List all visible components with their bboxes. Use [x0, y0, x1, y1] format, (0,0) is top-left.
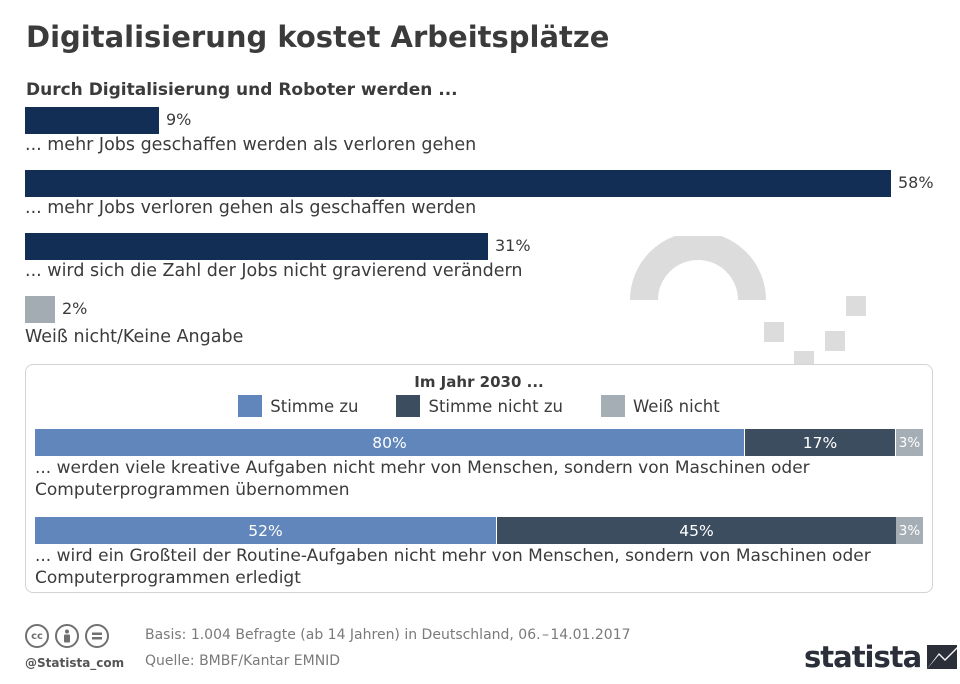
legend-item-agree: Stimme zu [238, 395, 358, 417]
bar-segment: 45% [497, 517, 897, 544]
bar-row: 9% ... mehr Jobs geschaffen werden als ve… [25, 107, 935, 167]
bar-segment: 17% [745, 429, 896, 456]
bar-category-label: ... mehr Jobs geschaffen werden als verl… [25, 135, 477, 155]
decoration-graphic [630, 236, 866, 371]
cc-license-icon: cc [25, 624, 49, 648]
bar [25, 170, 891, 197]
legend: Stimme zu Stimme nicht zu Weiß nicht [26, 395, 932, 417]
no-derivatives-icon [85, 624, 109, 648]
bar-row: 2% Weiß nicht/Keine Angabe [25, 296, 935, 356]
bar [25, 233, 488, 260]
statista-logo-text: statista [804, 640, 922, 674]
attribution-icon [55, 624, 79, 648]
chart-subtitle: Durch Digitalisierung und Roboter werden… [26, 80, 458, 100]
chart-title: Digitalisierung kostet Arbeitsplätze [26, 20, 610, 54]
legend-label-agree: Stimme zu [270, 396, 359, 416]
statista-logo[interactable]: statista [804, 640, 958, 674]
bar [25, 296, 55, 323]
bar-category-label: ... wird sich die Zahl der Jobs nicht gr… [25, 261, 523, 281]
bar-category-label: ... mehr Jobs verloren gehen als geschaf… [25, 198, 477, 218]
bar-value-label: 31% [495, 236, 531, 255]
license-icons: cc [25, 624, 109, 648]
bar [25, 107, 159, 134]
source-note: Quelle: BMBF/Kantar EMNID [145, 653, 341, 669]
bar-segment: 3% [896, 429, 923, 456]
legend-label-unknown: Weiß nicht [632, 396, 720, 416]
legend-swatch-disagree [396, 395, 421, 417]
bar-segment: 52% [35, 517, 497, 544]
stacked-bar: 52% 45% 3% [35, 517, 923, 544]
statista-handle: @Statista_com [25, 656, 125, 670]
future-panel: Im Jahr 2030 ... Stimme zu Stimme nicht … [25, 364, 933, 593]
legend-swatch-agree [238, 395, 263, 417]
legend-swatch-unknown [600, 395, 625, 417]
legend-item-disagree: Stimme nicht zu [396, 395, 563, 417]
stacked-bar: 80% 17% 3% [35, 429, 923, 456]
bar-value-label: 2% [62, 299, 88, 318]
bar-segment: 80% [35, 429, 745, 456]
basis-note: Basis: 1.004 Befragte (ab 14 Jahren) in … [145, 627, 631, 643]
legend-item-unknown: Weiß nicht [600, 395, 720, 417]
bar-value-label: 9% [166, 110, 192, 129]
stacked-category-label: ... werden viele kreative Aufgaben nicht… [35, 458, 810, 500]
bar-row: 58% ... mehr Jobs verloren gehen als gesc… [25, 170, 935, 230]
stacked-category-label: ... wird ein Großteil der Routine-Aufgab… [35, 546, 871, 588]
legend-label-disagree: Stimme nicht zu [428, 396, 563, 416]
bar-row: 31% ... wird sich die Zahl der Jobs nicht… [25, 233, 935, 293]
statista-logo-icon [927, 645, 958, 669]
bar-segment: 3% [896, 517, 923, 544]
bar-category-label: Weiß nicht/Keine Angabe [25, 327, 244, 347]
panel-title: Im Jahr 2030 ... [414, 373, 544, 391]
bar-value-label: 58% [898, 173, 934, 192]
